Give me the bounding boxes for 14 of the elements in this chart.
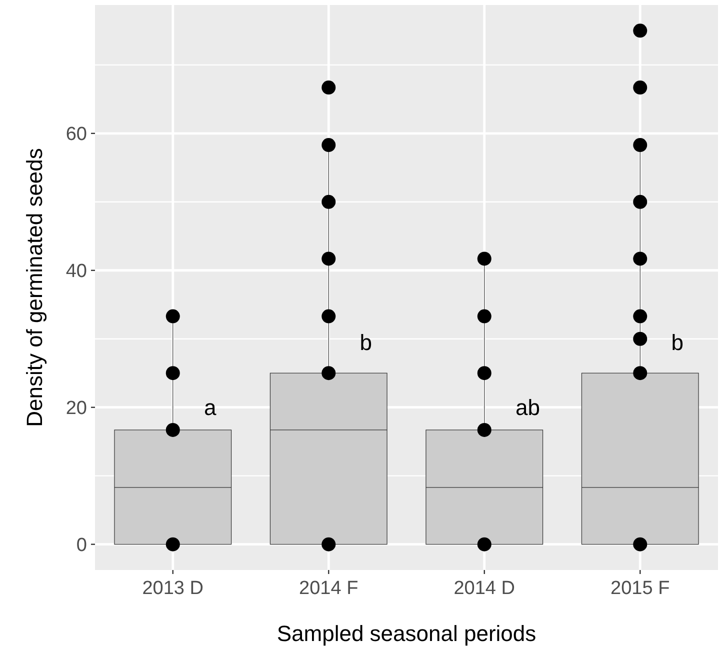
y-axis-title: Density of germinated seeds — [22, 148, 47, 427]
y-tick-label: 60 — [66, 124, 87, 146]
y-tick-label: 0 — [76, 534, 87, 556]
annotation: a — [204, 395, 218, 420]
annotation: b — [360, 330, 372, 355]
y-tick-label: 40 — [66, 261, 87, 282]
annotation: ab — [516, 395, 540, 420]
y-tick-label: 20 — [66, 398, 87, 419]
x-tick-label: 2015 F — [610, 578, 670, 599]
x-axis-title: Sampled seasonal periods — [276, 621, 536, 646]
annotation: b — [671, 330, 684, 355]
x-tick-label: 2014 D — [454, 578, 516, 599]
x-tick-label: 2014 F — [299, 578, 358, 599]
x-tick-label: 2013 D — [142, 578, 204, 599]
